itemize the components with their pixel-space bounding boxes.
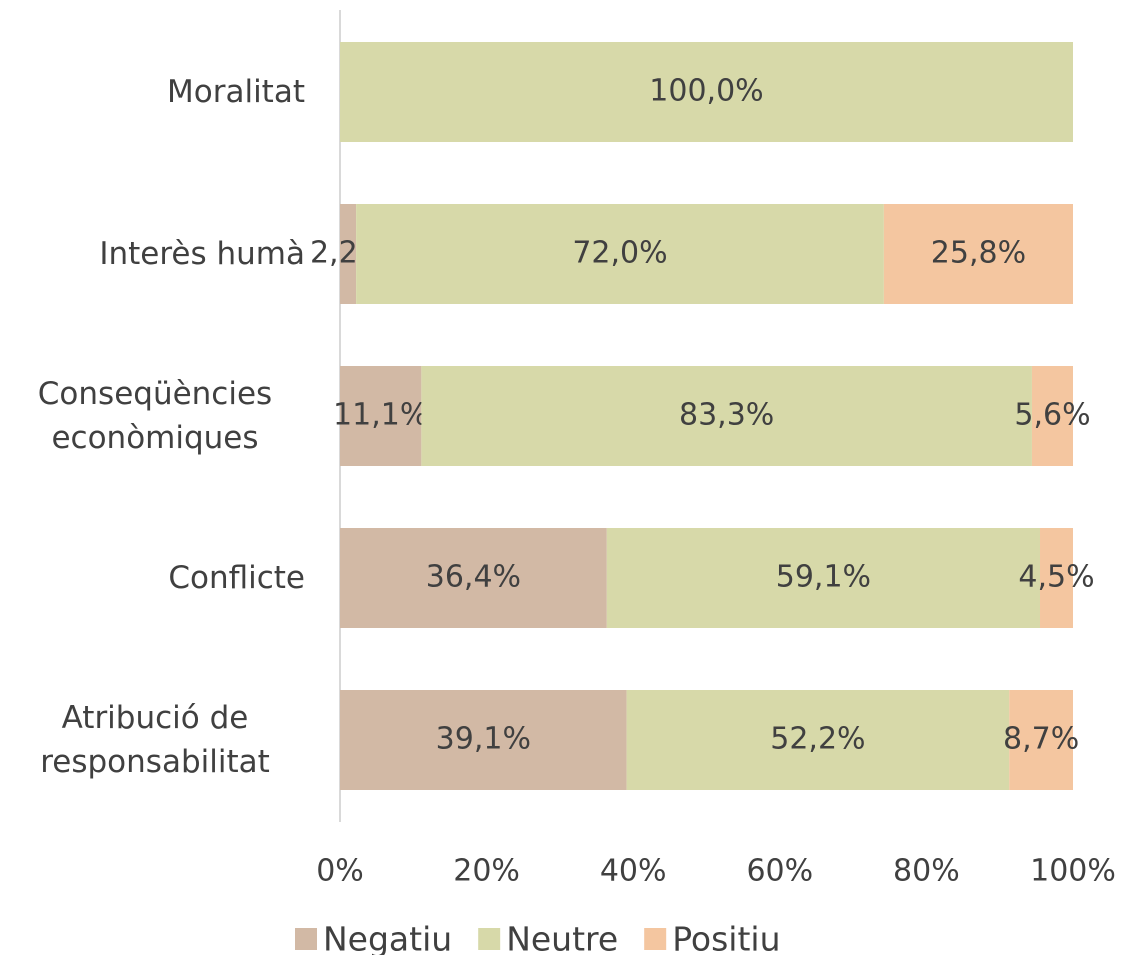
x-tick-label: 40% [600,854,667,889]
data-label: 25,8% [931,236,1026,271]
bar-segment [356,204,884,304]
y-tick-label: Conseqüències econòmiques [37,376,273,456]
y-tick-label-box: Atribució de responsabilitat [0,690,305,790]
data-label: 72,0% [572,236,667,271]
bar-segment [340,204,357,304]
data-label: 5,6% [1014,398,1090,433]
bar-segment [1040,528,1073,628]
y-tick-label: Atribució de responsabilitat [40,700,270,780]
y-tick-label-box: Interès humà [0,204,305,304]
legend-label: Neutre [506,920,618,955]
data-label: 39,1% [436,722,531,757]
bar-segment [340,42,1073,142]
x-tick-label: 80% [893,854,960,889]
y-tick-label: Conflicte [168,560,305,596]
data-label: 4,5% [1018,560,1094,595]
x-tick-label: 60% [746,854,813,889]
bar-segment [883,204,1073,304]
y-tick-label-box: Conseqüències econòmiques [0,366,305,466]
data-label: 100,0% [649,74,763,109]
legend-swatch [644,928,667,950]
legend-label: Positiu [672,920,780,955]
data-label: 59,1% [776,560,871,595]
data-label: 11,1% [333,398,428,433]
data-label: 83,3% [679,398,774,433]
legend-swatch [478,928,501,950]
bar-segment [421,366,1032,466]
data-label: 52,2% [770,722,865,757]
y-tick-label-box: Conflicte [0,528,305,628]
bar-segment [340,528,607,628]
x-tick-label: 0% [316,854,364,889]
bar-segment [340,690,627,790]
bar-segment [626,690,1010,790]
bar-segment [1009,690,1073,790]
data-label: 8,7% [1003,722,1079,757]
y-tick-label-box: Moralitat [0,42,305,142]
data-label: 36,4% [426,560,521,595]
y-tick-label: Interès humà [99,236,305,272]
bar-segment [606,528,1041,628]
legend-swatch [295,928,317,950]
x-tick-label: 100% [1030,854,1116,889]
y-tick-label: Moralitat [167,74,305,110]
bar-segment [340,366,422,466]
x-tick-label: 20% [453,854,520,889]
bar-segment [1031,366,1073,466]
legend-label: Negatiu [323,920,452,955]
